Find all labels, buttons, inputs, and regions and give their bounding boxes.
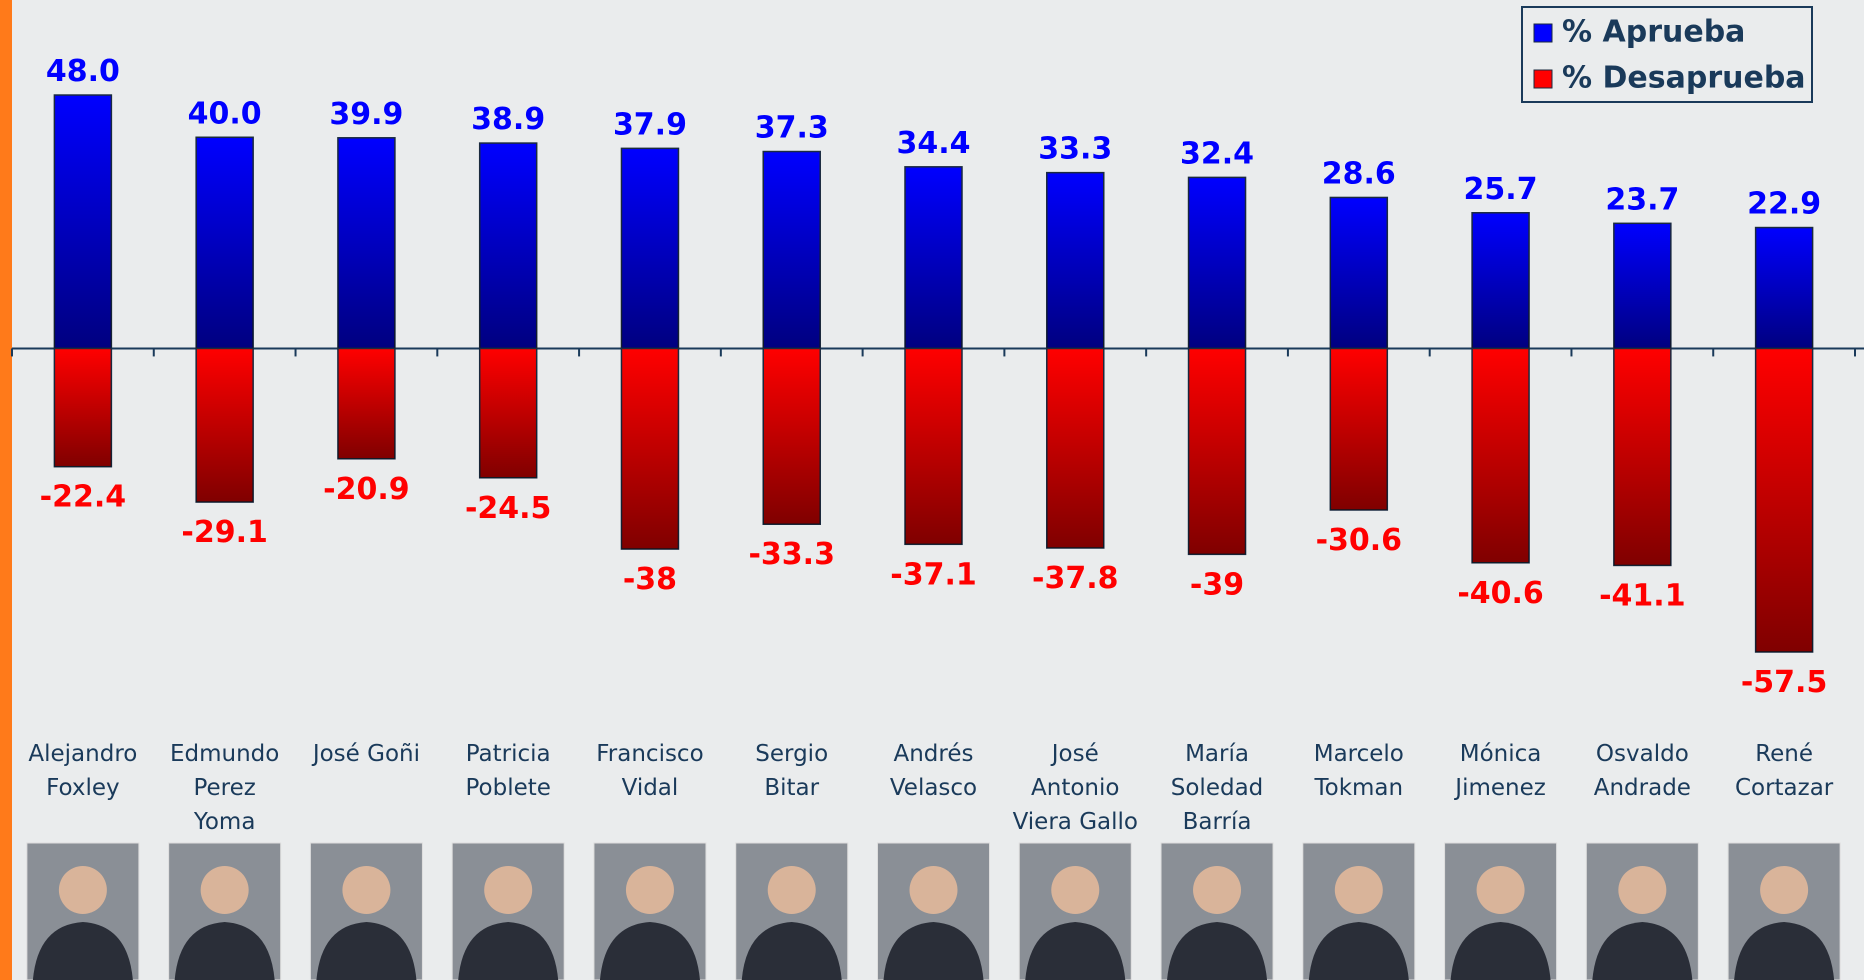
- bar: [337, 347, 396, 460]
- portrait-head: [1618, 866, 1667, 914]
- x-tick-label: Francisco Vidal: [596, 741, 704, 801]
- bar: [1754, 226, 1814, 350]
- bar: [1329, 196, 1389, 350]
- value-label: -57.5: [1741, 665, 1827, 700]
- value-label: -37.1: [890, 557, 976, 592]
- portrait-body: [316, 922, 417, 980]
- portrait-body: [599, 922, 700, 980]
- bar: [620, 347, 680, 550]
- x-tick-label: Andrés Velasco: [889, 741, 978, 801]
- x-tick-label: Mónica Jimenez: [1455, 741, 1546, 801]
- bar: [53, 347, 113, 468]
- value-label: -30.6: [1316, 523, 1402, 558]
- portrait-head: [342, 866, 391, 914]
- x-tick-label: José Antonio Viera Gallo: [1012, 741, 1138, 835]
- value-label: 32.4: [1180, 136, 1254, 171]
- portrait-body: [174, 922, 275, 980]
- bar: [478, 142, 538, 350]
- bar: [195, 347, 254, 503]
- portrait-body: [32, 922, 133, 980]
- portrait-body: [1167, 922, 1268, 980]
- value-label: -39: [1190, 567, 1244, 602]
- portrait-body: [741, 922, 842, 980]
- x-tick-label: Marcelo Tokman: [1313, 741, 1404, 801]
- portrait-head: [484, 866, 533, 914]
- value-label: 34.4: [896, 126, 970, 161]
- bar: [337, 137, 396, 350]
- value-label: 38.9: [471, 102, 545, 137]
- bar: [195, 136, 254, 350]
- value-label: 25.7: [1464, 172, 1538, 207]
- portrait-head: [1760, 866, 1809, 914]
- value-label: 37.3: [755, 111, 829, 146]
- value-label: 28.6: [1322, 156, 1396, 191]
- bar: [904, 166, 963, 350]
- portrait-head: [909, 866, 958, 914]
- portrait-head: [1193, 866, 1242, 914]
- portrait-body: [1450, 922, 1551, 980]
- value-label: -29.1: [181, 515, 267, 550]
- legend-swatch: [1533, 69, 1553, 89]
- portrait-head: [625, 866, 674, 914]
- portrait-body: [1734, 922, 1835, 980]
- value-label: 39.9: [329, 97, 403, 132]
- value-label: 22.9: [1747, 187, 1821, 222]
- value-label: 33.3: [1038, 132, 1112, 167]
- value-label: -40.6: [1457, 576, 1543, 611]
- bar: [1613, 347, 1672, 567]
- x-tick-label: Patricia Poblete: [465, 741, 551, 801]
- portrait-head: [1051, 866, 1100, 914]
- bar: [1187, 176, 1247, 350]
- value-label: 48.0: [46, 54, 120, 89]
- x-tick-label: María Soledad Barría: [1170, 741, 1264, 835]
- x-tick-label: René Cortazar: [1734, 741, 1834, 801]
- bar: [762, 150, 821, 350]
- x-tick-label: Edmundo Perez Yoma: [169, 741, 280, 835]
- bar: [1613, 222, 1672, 350]
- portrait-body: [458, 922, 559, 980]
- value-label: -24.5: [465, 491, 551, 526]
- bar: [762, 347, 821, 525]
- bar: [1471, 347, 1530, 564]
- value-label: 37.9: [613, 107, 687, 142]
- bar: [1754, 347, 1814, 653]
- portrait-body: [1592, 922, 1693, 980]
- x-tick-label: Osvaldo Andrade: [1593, 741, 1691, 801]
- bar: [1187, 347, 1247, 556]
- bar: [53, 94, 113, 350]
- bar: [904, 347, 963, 546]
- value-label: -33.3: [748, 537, 834, 572]
- portrait-body: [1025, 922, 1126, 980]
- legend-label: % Aprueba: [1562, 15, 1745, 50]
- bar: [1471, 212, 1530, 350]
- value-label: -41.1: [1599, 578, 1685, 613]
- legend-swatch: [1533, 23, 1553, 43]
- bar: [1046, 347, 1105, 549]
- value-label: -38: [623, 562, 677, 597]
- x-tick-label: Alejandro Foxley: [28, 741, 138, 801]
- legend-label: % Desaprueba: [1562, 61, 1806, 96]
- legend-box: [1521, 6, 1813, 103]
- bar: [620, 147, 680, 350]
- value-label: -22.4: [40, 480, 126, 515]
- portrait-head: [58, 866, 107, 914]
- portrait-body: [883, 922, 984, 980]
- x-tick-label: José Goñi: [312, 741, 420, 767]
- value-label: -20.9: [323, 472, 409, 507]
- bar: [478, 347, 538, 479]
- value-label: 23.7: [1605, 182, 1679, 217]
- side-strip: [0, 0, 12, 980]
- x-tick-label: Sergio Bitar: [755, 741, 829, 801]
- portrait-head: [1334, 866, 1383, 914]
- portrait-head: [200, 866, 249, 914]
- bar: [1046, 171, 1105, 350]
- value-label: -37.8: [1032, 561, 1118, 596]
- value-label: 40.0: [188, 96, 262, 131]
- bar: [1329, 347, 1389, 511]
- portrait-body: [1308, 922, 1409, 980]
- portrait-head: [1476, 866, 1525, 914]
- portrait-head: [767, 866, 816, 914]
